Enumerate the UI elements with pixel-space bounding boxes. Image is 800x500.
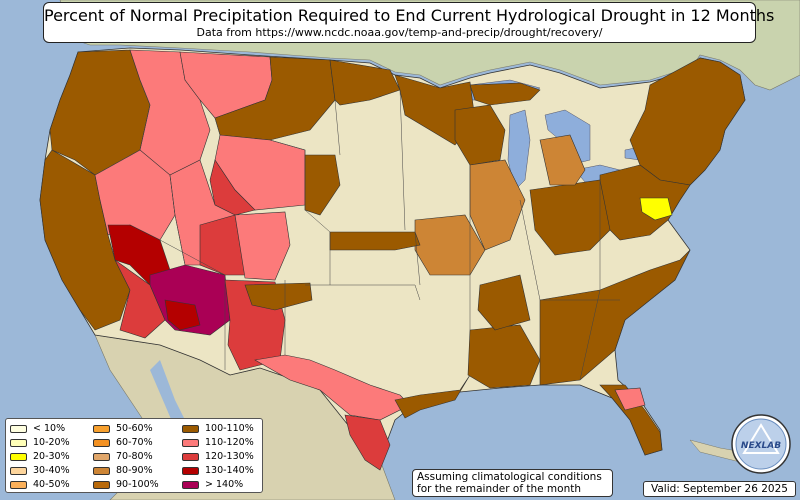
legend-swatch — [182, 424, 199, 433]
region-arizona-south — [164, 299, 201, 331]
legend-swatch — [93, 452, 110, 461]
legend-item: 50-60% — [93, 422, 153, 435]
legend-label: 130-140% — [205, 465, 254, 476]
legend-swatch — [10, 438, 27, 447]
assumption-note-text: Assuming climatological conditions for t… — [417, 471, 602, 495]
region-texas-gulf — [394, 374, 471, 419]
drought-regions — [39, 49, 746, 471]
legend-swatch — [182, 452, 199, 461]
legend-label: 20-30% — [33, 451, 70, 462]
region-southeast — [539, 249, 691, 386]
legend-swatch — [182, 466, 199, 475]
legend-swatch — [93, 438, 110, 447]
region-maryland — [639, 197, 673, 221]
legend-swatch — [10, 452, 27, 461]
legend-item: 60-70% — [93, 436, 153, 449]
region-arkansas — [477, 274, 531, 331]
legend-label: 30-40% — [33, 465, 70, 476]
legend-swatch — [10, 466, 27, 475]
legend-label: 40-50% — [33, 479, 70, 490]
page-title: Percent of Normal Precipitation Required… — [44, 6, 775, 25]
region-colorado-west — [199, 214, 246, 276]
legend-item: 30-40% — [10, 464, 70, 477]
legend-swatch — [93, 466, 110, 475]
legend-swatch — [10, 424, 27, 433]
region-wisconsin — [454, 104, 506, 166]
legend-label: 80-90% — [116, 465, 153, 476]
legend-item: 80-90% — [93, 464, 153, 477]
legend-label: > 140% — [205, 479, 244, 490]
legend-item: < 10% — [10, 422, 65, 435]
legend-label: 10-20% — [33, 437, 70, 448]
state-lines — [94, 79, 620, 381]
assumption-note: Assuming climatological conditions for t… — [412, 469, 613, 497]
region-michigan — [539, 134, 586, 186]
data-source: Data from https://www.ncdc.noaa.gov/temp… — [196, 26, 603, 39]
legend-label: 110-120% — [205, 437, 254, 448]
legend-item: 110-120% — [182, 436, 254, 449]
legend-label: 60-70% — [116, 437, 153, 448]
legend-item: 130-140% — [182, 464, 254, 477]
region-oklahoma-panhandle — [244, 282, 313, 311]
legend-item: 120-130% — [182, 450, 254, 463]
legend-item: 100-110% — [182, 422, 254, 435]
legend-item: 10-20% — [10, 436, 70, 449]
legend-label: 100-110% — [205, 423, 254, 434]
legend-item: 70-80% — [93, 450, 153, 463]
region-colorado-east — [234, 211, 291, 281]
valid-date: Valid: September 26 2025 — [643, 481, 796, 497]
legend-label: 120-130% — [205, 451, 254, 462]
region-florida-central — [614, 387, 646, 411]
legend-item: 90-100% — [93, 478, 159, 491]
legend-item: > 140% — [182, 478, 243, 491]
legend-swatch — [93, 424, 110, 433]
region-louisiana-mississippi — [467, 324, 541, 389]
logo-text: NEXLAB — [741, 441, 781, 451]
region-michigan-north — [469, 82, 541, 106]
legend-label: < 10% — [33, 423, 66, 434]
legend-label: 70-80% — [116, 451, 153, 462]
legend-swatch — [182, 438, 199, 447]
legend: < 10% 10-20% 20-30% 30-40% 40-50% 50-60% 60-70… — [5, 418, 263, 493]
legend-swatch — [93, 480, 110, 489]
legend-item: 20-30% — [10, 450, 70, 463]
region-texas-south — [344, 414, 391, 471]
legend-item: 40-50% — [10, 478, 70, 491]
legend-swatch — [10, 480, 27, 489]
legend-swatch — [182, 480, 199, 489]
nexlab-logo: NEXLAB — [731, 414, 791, 474]
title-box: Percent of Normal Precipitation Required… — [43, 2, 775, 43]
region-kansas — [329, 231, 421, 251]
region-northeast — [629, 57, 746, 186]
legend-label: 90-100% — [116, 479, 159, 490]
legend-label: 50-60% — [116, 423, 153, 434]
